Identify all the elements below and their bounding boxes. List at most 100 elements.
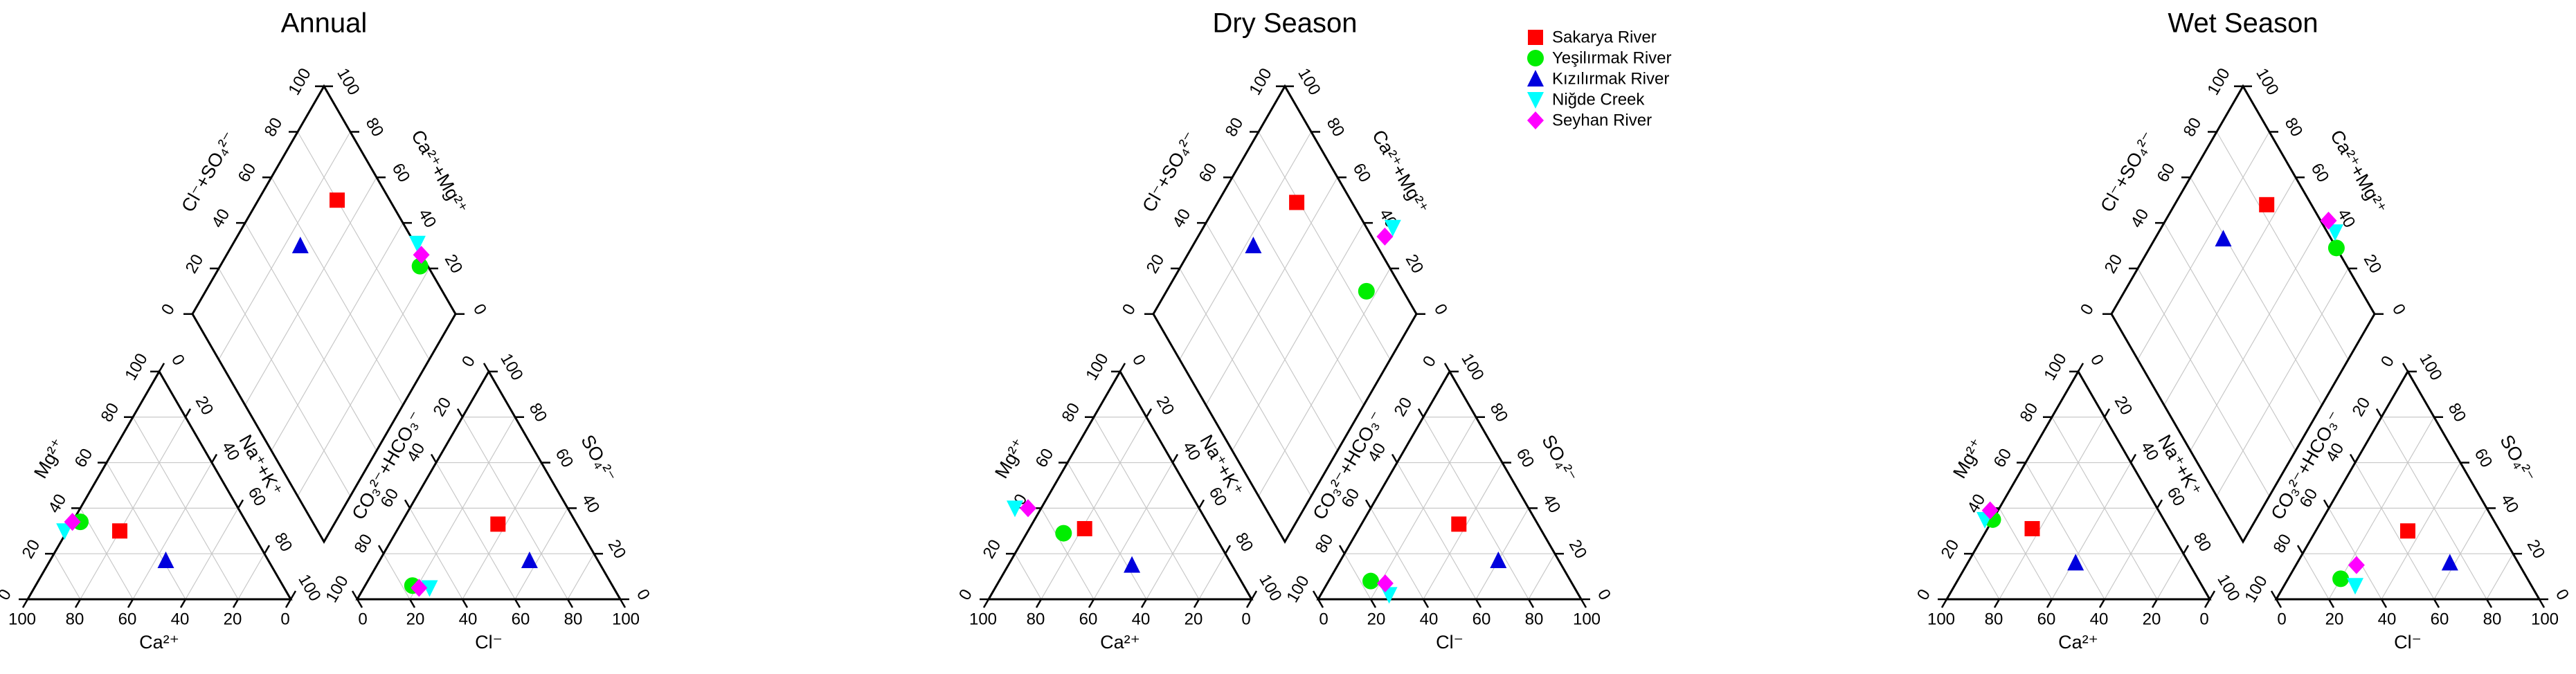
tick [1171,453,1179,464]
axis-label-so4: SO₄²⁻ [1538,431,1581,485]
tick [2375,408,2383,418]
gridline [1258,131,1391,360]
tick-label: 60 [1349,160,1375,185]
gridline [297,268,430,497]
gridline [1370,508,1424,600]
gridline [2051,462,2132,600]
tick [210,453,218,464]
tick [2402,363,2409,372]
tick [2296,545,2304,554]
tick [127,599,134,608]
legend-label: Niğde Creek [1552,90,1645,109]
diamond-point-3 [291,237,309,254]
tick-label: 20 [1367,610,1386,628]
tick [1391,453,1398,464]
tick-label: 20 [1565,536,1591,562]
gridline [1014,553,1042,600]
tick-label: 60 [2307,160,2333,185]
tick-label: 20 [2111,393,2136,419]
diamond [2110,84,2376,544]
tick [356,599,363,608]
tick-label: 100 [1082,350,1112,383]
tick-label: 60 [2471,446,2496,471]
gridline [132,462,213,600]
tick [566,599,574,608]
anion-point-2 [1362,572,1379,590]
tick-label: 20 [1143,251,1169,277]
gridline [1528,553,1556,600]
axis-label-so4: SO₄²⁻ [577,431,620,485]
tick-label: 40 [2497,491,2523,516]
axis-label-cl: Cl⁻ [1436,632,1463,653]
gridline [1396,462,1477,600]
tick-label: 80 [2483,610,2502,628]
tick [289,590,297,600]
anion-point-3 [521,552,538,569]
gridline [271,177,404,406]
gridline [80,508,134,600]
gridline [2354,462,2435,600]
tick [461,599,469,608]
gridline [1232,177,1364,406]
tick-label: 0 [168,352,188,369]
tick-label: 80 [2270,531,2296,556]
tick-label: 80 [2281,115,2307,140]
diamond-point-1 [330,192,345,208]
tick-label: 80 [2180,115,2206,140]
tick [2098,599,2106,608]
anion-point-5 [1376,574,1394,592]
tick-label: 100 [2252,65,2282,98]
diamond-point-4 [2327,224,2343,242]
tick-label: 60 [1990,446,2016,471]
axis-label-camg: Ca²⁺+Mg²⁺ [2326,127,2390,217]
tick-label: 0 [1319,610,1328,628]
cation-point-5 [1020,499,1036,518]
tick [483,363,490,372]
tick [285,599,292,608]
tick-label: 80 [1486,400,1512,426]
tick-label: 0 [1241,610,1250,628]
tick [1198,499,1205,509]
tick-label: 20 [224,610,242,628]
tick [2077,363,2084,372]
tick-label: 80 [351,531,377,556]
diamond-point-1 [1289,194,1305,210]
axis-label-ca: Ca²⁺ [139,632,179,653]
gridline [1999,508,2053,600]
legend-marker-1 [1528,30,1543,45]
diamond-point-4 [408,235,426,253]
chart-title: Dry Season [1213,8,1358,39]
tick-label: 100 [2204,65,2233,98]
tick-label: 20 [1153,393,1178,419]
legend-label: Kızılırmak River [1552,69,1669,88]
tick-label: 20 [2101,251,2127,277]
tick-label: 60 [1196,160,1221,185]
tick [2327,599,2335,608]
tick-label: 20 [1185,610,1203,628]
cation-point-3 [2067,554,2084,571]
cation-point-2 [1055,525,1072,542]
tick-label: 60 [235,160,260,185]
legend-marker-4 [1527,92,1544,109]
gridline [271,222,404,451]
gridline [297,131,430,360]
tick-label: 0 [1594,586,1614,603]
gridline [1205,177,1338,406]
anion-point-2 [2332,570,2350,588]
tick [1224,545,1232,554]
tick [1312,590,1319,600]
tick [1993,599,2001,608]
tick-label: 60 [2431,610,2449,628]
diamond-point-5 [1376,227,1394,246]
gridline [1972,553,2000,600]
tick [404,499,411,509]
piper-panel-2: Dry Season 100 0 0 0 100 0 0 100 80 20 20 20 80 20 20 80… [955,8,1614,653]
tick-label: 0 [633,586,654,603]
axis-label-mg: Mg²⁺ [1949,435,1988,482]
tick [2151,599,2159,608]
tick-label: 60 [2154,160,2179,185]
tick-label: 20 [406,610,425,628]
cation-triangle [1945,369,2212,601]
tick [179,599,187,608]
gridline [1093,417,1200,600]
